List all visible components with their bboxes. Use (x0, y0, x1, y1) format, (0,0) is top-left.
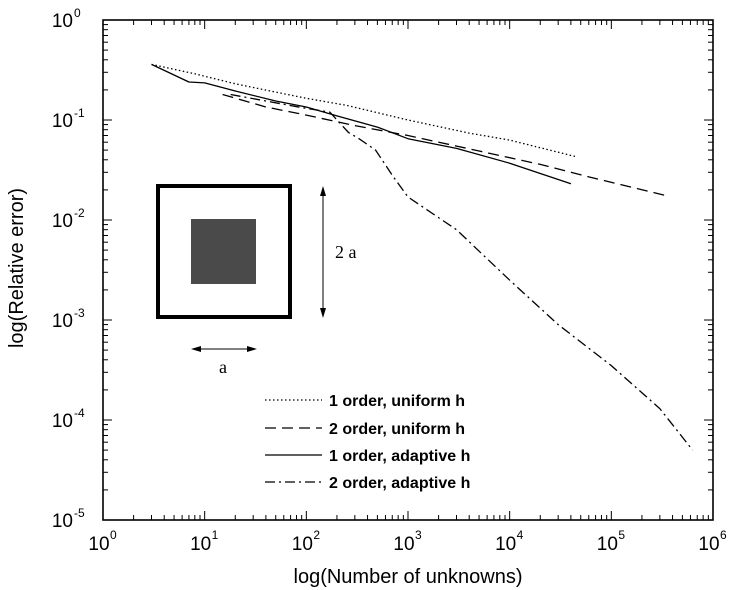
series-lines (151, 63, 694, 451)
svg-text:-5: -5 (74, 506, 85, 520)
y-tick-label: 10 -5 (52, 506, 85, 532)
x-tick-label: 10 4 (495, 528, 524, 555)
x-axis-title: log(Number of unknowns) (294, 566, 523, 588)
series-line-3 (151, 63, 572, 185)
svg-text:3: 3 (415, 528, 422, 542)
y-tick-label: 10 0 (52, 6, 81, 32)
svg-text:10: 10 (597, 534, 618, 555)
x-tick-label: 10 1 (190, 528, 219, 555)
inset-inner-square (191, 219, 256, 284)
svg-text:10: 10 (495, 534, 516, 555)
inset-height-label: 2 a (335, 242, 357, 262)
svg-text:10: 10 (393, 534, 414, 555)
inset-width-arrowhead-left (191, 346, 201, 352)
inset-width-label: a (219, 357, 227, 377)
y-axis-title: log(Relative error) (6, 188, 28, 348)
legend-entry: 1 order, adaptive h (265, 448, 470, 465)
svg-text:10: 10 (698, 534, 719, 555)
y-tick-label: 10 -2 (52, 206, 85, 232)
legend-label: 1 order, adaptive h (329, 448, 470, 465)
legend-label: 1 order, uniform h (329, 393, 465, 410)
svg-text:5: 5 (618, 528, 625, 542)
inset-height-arrowhead-bottom (320, 308, 326, 318)
plot-frame (102, 19, 714, 521)
svg-text:6: 6 (720, 528, 727, 542)
inset-diagram: 2 a a (156, 184, 357, 377)
legend-entry: 1 order, uniform h (265, 393, 465, 410)
series-line-1 (151, 63, 577, 158)
y-tick-label: 10 -3 (52, 306, 85, 332)
axis-tick-labels: 10 0 10 1 10 2 10 3 10 4 10 5 10 610 010 -110 -210 -310 -4… (52, 6, 727, 555)
x-tick-label: 10 5 (597, 528, 626, 555)
y-tick-label: 10 -4 (52, 406, 85, 432)
legend-entry: 2 order, uniform h (265, 421, 465, 438)
svg-text:10: 10 (52, 511, 73, 532)
axis-ticks (102, 20, 713, 521)
x-tick-label: 10 6 (698, 528, 727, 555)
svg-text:10: 10 (52, 11, 73, 32)
legend-label: 2 order, uniform h (329, 421, 465, 438)
svg-text:0: 0 (110, 528, 117, 542)
svg-text:-1: -1 (74, 106, 85, 120)
inset-height-arrowhead-top (320, 186, 326, 196)
svg-text:1: 1 (212, 528, 219, 542)
series-line-2 (222, 93, 667, 197)
x-tick-label: 10 2 (292, 528, 321, 555)
series-line-4 (230, 93, 694, 451)
svg-text:10: 10 (88, 534, 109, 555)
svg-text:0: 0 (74, 6, 81, 20)
svg-text:2: 2 (313, 528, 320, 542)
legend-entry: 2 order, adaptive h (265, 475, 470, 492)
svg-text:10: 10 (52, 311, 73, 332)
svg-text:10: 10 (52, 111, 73, 132)
svg-text:-2: -2 (74, 206, 85, 220)
legend: 1 order, uniform h 2 order, uniform h 1 … (265, 393, 470, 492)
svg-text:-3: -3 (74, 306, 85, 320)
x-tick-label: 10 3 (393, 528, 422, 555)
svg-text:10: 10 (52, 411, 73, 432)
svg-text:10: 10 (52, 211, 73, 232)
svg-text:4: 4 (517, 528, 524, 542)
svg-text:-4: -4 (74, 406, 85, 420)
legend-label: 2 order, adaptive h (329, 475, 470, 492)
x-tick-label: 10 0 (88, 528, 117, 555)
y-tick-label: 10 -1 (52, 106, 85, 132)
svg-text:10: 10 (190, 534, 211, 555)
inset-width-arrowhead-right (247, 346, 257, 352)
svg-text:10: 10 (292, 534, 313, 555)
